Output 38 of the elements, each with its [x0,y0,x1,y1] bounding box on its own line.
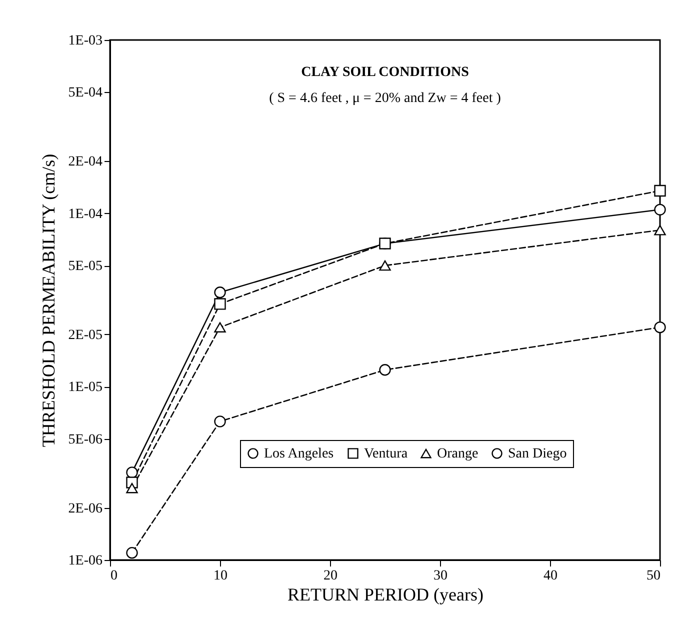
y-axis-title: THRESHOLD PERMEABILITY (cm/s) [38,154,58,448]
point [214,322,226,332]
point [379,364,391,376]
x-axis-title: RETURN PERIOD (years) [288,584,484,604]
y-tick-label: 1E-06 [68,554,102,568]
y-tick-label: 1E-04 [68,206,102,222]
y-tick-label: 2E-06 [68,501,102,516]
point [654,184,666,197]
y-tick-label: 2E-05 [68,328,102,343]
point [654,204,666,216]
text: ( S = 4.6 feet , μ = 20% and Zw = 4 feet ) [269,91,502,106]
legend-label: Ventura [364,446,408,462]
legend-label: Los Angeles [264,446,334,462]
point [126,546,138,559]
text: CLAY SOIL CONDITIONS [301,65,470,80]
point [379,260,391,271]
legend-label: San Diego [508,446,567,462]
point [214,286,226,298]
x-tick-label: 50 [646,568,660,584]
y-tick-label: 5E-06 [68,432,102,448]
x-tick-label: 30 [434,568,448,584]
y-tick-label: 2E-04 [68,154,102,170]
x-tick-label: 10 [214,568,228,584]
y-tick-label: 1E-03 [68,34,102,48]
point [126,466,138,478]
x-tick-label: 20 [324,568,338,584]
y-tick-label: 1E-05 [68,380,102,396]
y-tick-label: 5E-05 [68,259,102,274]
legend-label: Orange [437,446,478,462]
point [654,224,666,236]
y-tick-label: 5E-04 [68,86,102,101]
point [214,416,226,428]
point [214,298,226,310]
x-tick-label: 40 [544,568,558,584]
point [126,482,138,494]
x-tick-label: 0 [110,568,118,584]
point [654,321,666,334]
point [379,238,391,250]
